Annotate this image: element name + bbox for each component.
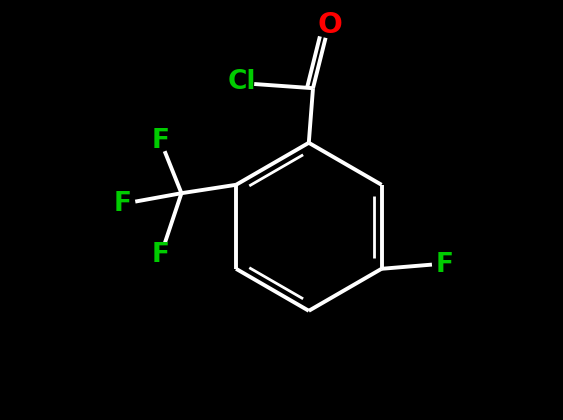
Text: F: F [114,191,132,217]
Text: O: O [318,11,342,39]
Text: F: F [436,252,454,278]
Text: F: F [151,242,169,268]
Text: F: F [151,128,169,154]
Text: Cl: Cl [227,69,256,95]
